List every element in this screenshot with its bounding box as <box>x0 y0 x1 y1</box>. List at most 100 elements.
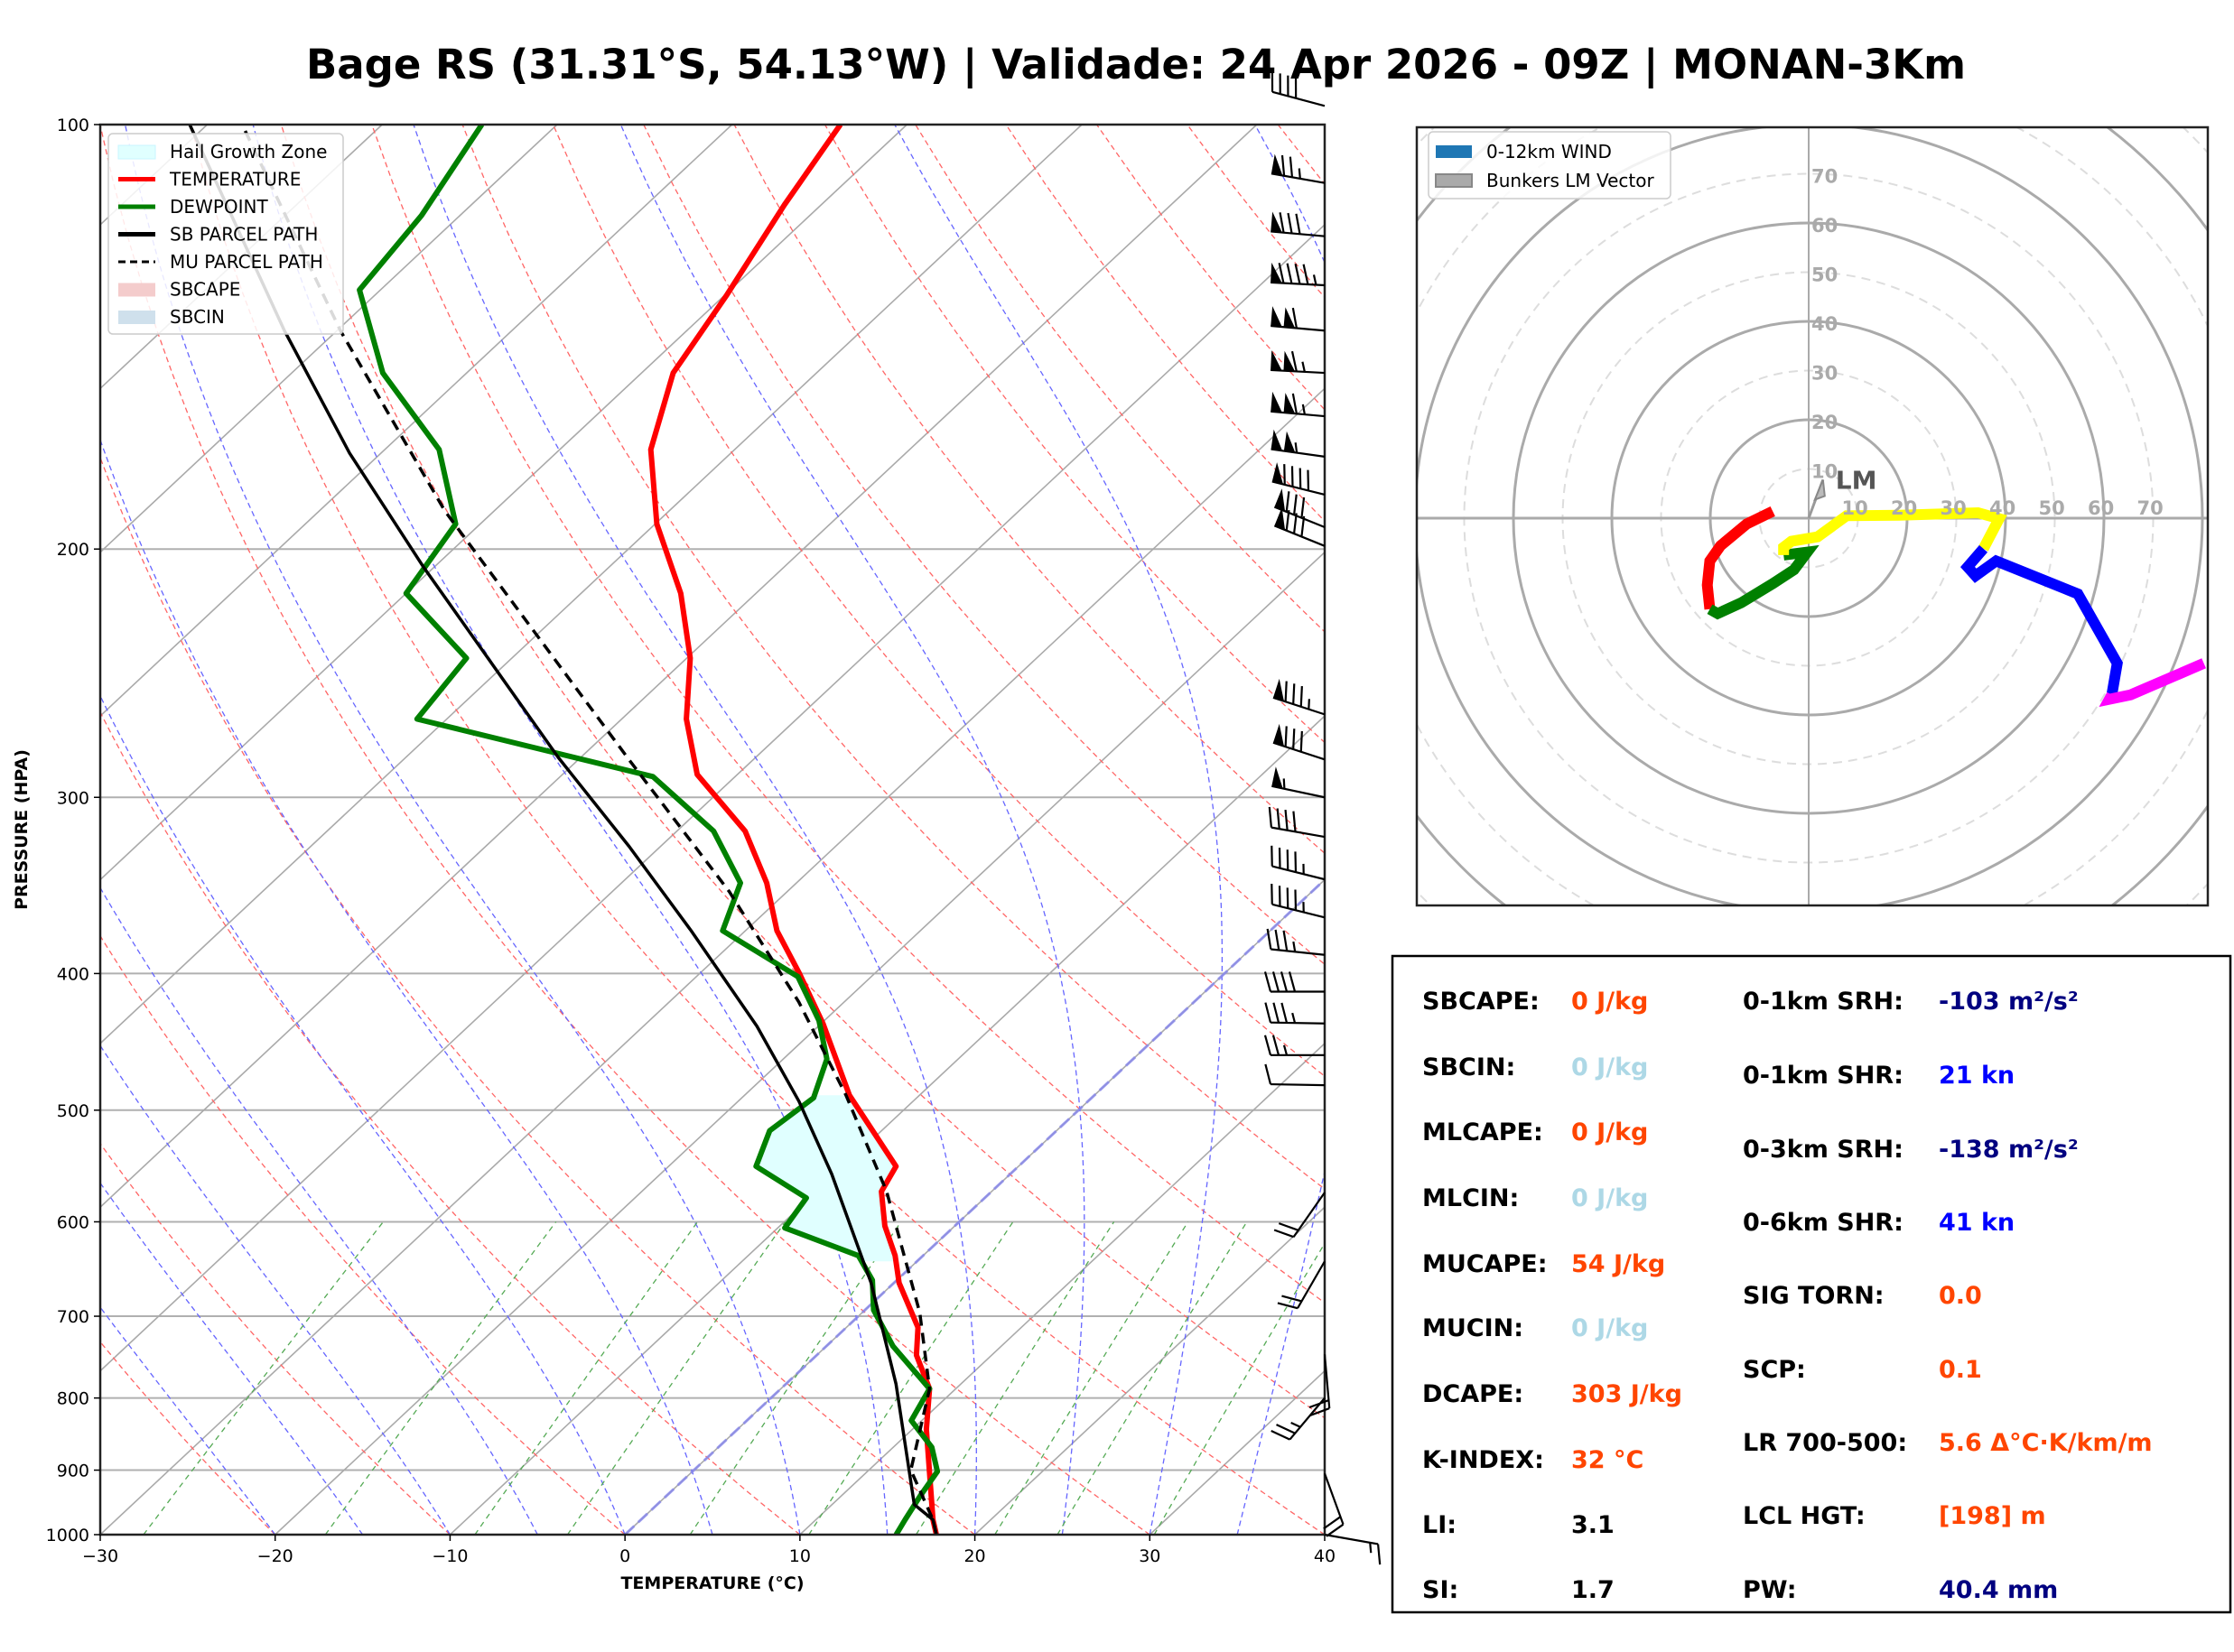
skew-t-frame <box>98 123 1326 1536</box>
stat-value: 1.7 <box>1571 1576 1615 1604</box>
stats-right-column: 0-1km SRH: -103 m²/s² 0-1km SHR: 21 kn 0-3km… <box>1743 988 2153 1604</box>
stat-row: 0-3km SRH: -138 m²/s² <box>1743 1136 2079 1164</box>
wind-barb <box>1271 462 1326 497</box>
isotherm <box>275 551 1325 1535</box>
legend-label: Hail Growth Zone <box>170 141 327 162</box>
legend-label: SBCIN <box>170 306 225 328</box>
hodograph-segment-3-6km <box>1778 506 2007 555</box>
wind-barbs <box>1263 71 1382 1565</box>
stat-value: 303 J/kg <box>1571 1380 1682 1408</box>
mixing-ratio-line <box>994 1221 1189 1535</box>
y-tick-label: 1000 <box>46 1526 89 1545</box>
stat-label: SIG TORN: <box>1743 1282 1885 1310</box>
stat-row: MLCAPE: 0 J/kg <box>1422 1118 1648 1146</box>
stat-label: K-INDEX: <box>1422 1446 1544 1474</box>
x-axis-label: TEMPERATURE (°C) <box>620 1573 804 1593</box>
skew-t-series <box>188 125 941 1535</box>
moist-adiabat <box>124 125 801 1535</box>
dry-adiabat <box>733 125 1325 855</box>
stat-row: 0-1km SHR: 21 kn <box>1743 1062 2015 1090</box>
wind-barb <box>1271 845 1326 881</box>
stat-row: LR 700-500: 5.6 Δ°C·K/km/m <box>1743 1429 2153 1457</box>
mu-parcel-path-line <box>240 125 938 1535</box>
wind-barb <box>1271 1397 1326 1441</box>
stat-row: 0-1km SRH: -103 m²/s² <box>1743 988 2079 1016</box>
moist-adiabat <box>894 125 1224 1535</box>
wind-barb <box>1271 766 1326 799</box>
wind-barb <box>1264 1063 1326 1087</box>
stat-label: MUCAPE: <box>1422 1250 1548 1278</box>
stat-value: 0 J/kg <box>1571 988 1648 1016</box>
hodograph-ring-label: 60 <box>2088 497 2114 519</box>
x-tick-label: 0 <box>619 1546 630 1566</box>
stat-row: LCL HGT: [198] m <box>1743 1502 2046 1530</box>
legend-item: SB PARCEL PATH <box>118 224 318 246</box>
wind-barb <box>1277 1260 1326 1310</box>
wind-barb <box>1273 488 1326 529</box>
stat-label: MUCIN: <box>1422 1314 1523 1342</box>
mixing-ratio-line <box>474 1221 699 1535</box>
isotherm <box>799 1042 1325 1535</box>
stat-row: SI: 1.7 <box>1422 1576 1615 1604</box>
legend-swatch <box>118 311 155 324</box>
wind-barb <box>1263 1035 1325 1056</box>
hodograph-segment-1-3km <box>1707 544 1820 620</box>
wind-barb <box>1271 211 1326 237</box>
stat-label: SBCAPE: <box>1422 988 1540 1016</box>
stat-row: LI: 3.1 <box>1422 1511 1615 1539</box>
moist-adiabat <box>100 1044 451 1535</box>
stat-row: SIG TORN: 0.0 <box>1743 1282 1982 1310</box>
stat-value: 32 °C <box>1571 1446 1643 1474</box>
wind-barb <box>1273 1192 1326 1239</box>
hodograph-trace <box>1701 506 2206 708</box>
stat-value: 0 J/kg <box>1571 1184 1648 1212</box>
legend-item: Hail Growth Zone <box>117 141 327 162</box>
stat-row: MUCAPE: 54 J/kg <box>1422 1250 1665 1278</box>
mixing-ratio-line <box>1056 1221 1248 1535</box>
hodograph-ring-label: 30 <box>1941 497 1967 519</box>
wind-barb <box>1273 506 1326 547</box>
stat-value: 21 kn <box>1939 1062 2015 1090</box>
legend-item: TEMPERATURE <box>118 169 301 190</box>
isotherm <box>449 715 1325 1535</box>
y-tick-label: 100 <box>57 116 89 135</box>
stat-label: 0-6km SHR: <box>1743 1209 1904 1237</box>
skew-t-background-lines <box>100 125 1325 1535</box>
x-tick-label: 40 <box>1314 1546 1336 1566</box>
hodograph-ring-label: 10 <box>1842 497 1868 519</box>
wind-barb <box>1264 1002 1326 1025</box>
stat-value: 0.1 <box>1939 1356 1982 1384</box>
y-tick-label: 600 <box>57 1212 89 1232</box>
y-axis-ticks: 100 200 300 400 500 600 700 800 900 1000 <box>46 116 100 1545</box>
y-tick-label: 900 <box>57 1462 89 1481</box>
hodograph-ring-label: 50 <box>1811 265 1838 286</box>
stat-value: [198] m <box>1939 1502 2046 1530</box>
legend-item: SBCAPE <box>118 279 240 301</box>
isotherm <box>974 1206 1325 1535</box>
mixing-ratio-line <box>689 1221 902 1535</box>
stat-label: LI: <box>1422 1511 1457 1539</box>
hodograph-legend: 0-12km WIND Bunkers LM Vector <box>1428 131 1671 200</box>
hodograph-legend-box <box>1428 131 1671 200</box>
dewpoint-line <box>357 125 941 1535</box>
x-tick-label: 20 <box>963 1546 985 1566</box>
x-tick-label: −30 <box>82 1546 118 1566</box>
stat-label: 0-1km SHR: <box>1743 1062 1904 1090</box>
hodograph-legend-swatch <box>1436 145 1472 158</box>
x-tick-label: −10 <box>432 1546 468 1566</box>
stat-row: SBCIN: 0 J/kg <box>1422 1053 1648 1081</box>
legend-label: DEWPOINT <box>170 196 268 218</box>
dry-adiabat <box>371 125 1325 1304</box>
stat-row: SBCAPE: 0 J/kg <box>1422 988 1648 1016</box>
legend-swatch <box>118 283 155 297</box>
isotherm <box>100 125 1083 1044</box>
hodograph-ring-label: 70 <box>2137 497 2164 519</box>
stat-label: LCL HGT: <box>1743 1502 1866 1530</box>
isotherm <box>100 387 1325 1535</box>
dry-adiabat <box>100 934 626 1535</box>
x-tick-label: 10 <box>789 1546 811 1566</box>
stat-row: DCAPE: 303 J/kg <box>1422 1380 1682 1408</box>
legend-swatch <box>117 144 156 160</box>
